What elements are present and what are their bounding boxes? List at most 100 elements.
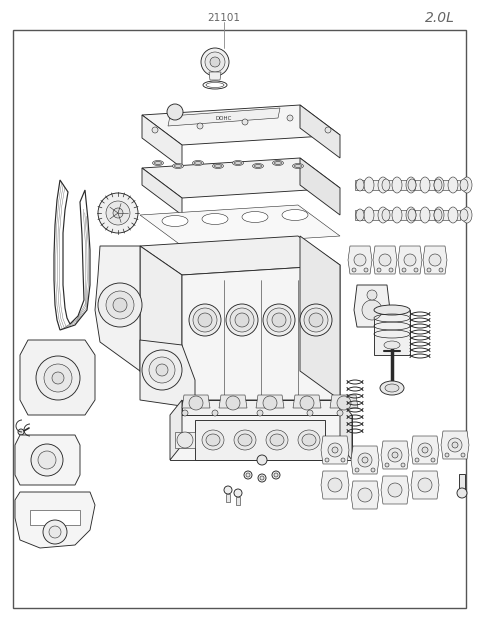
Ellipse shape — [462, 207, 472, 223]
Circle shape — [341, 458, 345, 462]
Ellipse shape — [448, 207, 458, 223]
Ellipse shape — [263, 304, 295, 336]
Circle shape — [244, 471, 252, 479]
Polygon shape — [140, 246, 182, 400]
Polygon shape — [441, 431, 469, 459]
Polygon shape — [354, 285, 390, 327]
Ellipse shape — [374, 305, 410, 315]
Ellipse shape — [202, 430, 224, 450]
Polygon shape — [355, 210, 460, 220]
Circle shape — [242, 119, 248, 125]
Circle shape — [257, 455, 267, 465]
Ellipse shape — [155, 162, 161, 164]
Polygon shape — [411, 471, 439, 499]
Polygon shape — [170, 400, 182, 460]
Ellipse shape — [378, 177, 388, 193]
Circle shape — [439, 268, 443, 272]
Circle shape — [307, 410, 313, 416]
Ellipse shape — [232, 160, 243, 165]
Polygon shape — [175, 432, 195, 448]
Ellipse shape — [406, 207, 416, 223]
Ellipse shape — [309, 313, 323, 327]
Polygon shape — [300, 236, 340, 400]
Circle shape — [371, 468, 375, 472]
Ellipse shape — [364, 207, 374, 223]
Circle shape — [167, 104, 183, 120]
Polygon shape — [168, 108, 280, 126]
Circle shape — [113, 298, 127, 312]
Polygon shape — [381, 441, 409, 469]
Polygon shape — [321, 436, 349, 464]
Circle shape — [352, 268, 356, 272]
Polygon shape — [236, 497, 240, 505]
Ellipse shape — [242, 211, 268, 223]
Circle shape — [457, 488, 467, 498]
Circle shape — [44, 364, 72, 392]
Circle shape — [332, 447, 338, 453]
Circle shape — [362, 457, 368, 463]
Circle shape — [377, 268, 381, 272]
Polygon shape — [170, 415, 352, 460]
Circle shape — [401, 463, 405, 467]
Polygon shape — [195, 420, 325, 460]
Text: 21101: 21101 — [207, 13, 240, 23]
Circle shape — [36, 356, 80, 400]
Text: 2.0L: 2.0L — [425, 11, 455, 25]
Circle shape — [257, 410, 263, 416]
Ellipse shape — [234, 430, 256, 450]
Ellipse shape — [189, 304, 221, 336]
Ellipse shape — [420, 177, 430, 193]
Circle shape — [445, 453, 449, 457]
Ellipse shape — [194, 162, 202, 164]
Polygon shape — [140, 236, 340, 275]
Circle shape — [367, 290, 377, 300]
Circle shape — [354, 254, 366, 266]
Ellipse shape — [172, 164, 183, 169]
Polygon shape — [30, 510, 80, 525]
Ellipse shape — [434, 177, 444, 193]
Ellipse shape — [162, 215, 188, 226]
Circle shape — [337, 396, 351, 410]
Circle shape — [224, 486, 232, 494]
Polygon shape — [182, 400, 340, 415]
Ellipse shape — [460, 179, 468, 191]
Polygon shape — [54, 180, 90, 330]
Ellipse shape — [364, 177, 374, 193]
Circle shape — [358, 488, 372, 502]
Circle shape — [429, 254, 441, 266]
Ellipse shape — [384, 341, 400, 349]
Ellipse shape — [252, 164, 264, 169]
Polygon shape — [374, 310, 410, 355]
Polygon shape — [182, 395, 210, 408]
Polygon shape — [182, 265, 340, 400]
Ellipse shape — [382, 179, 390, 191]
Circle shape — [418, 443, 432, 457]
Circle shape — [205, 52, 225, 72]
Circle shape — [364, 268, 368, 272]
Polygon shape — [20, 340, 95, 415]
Ellipse shape — [392, 177, 402, 193]
Ellipse shape — [378, 207, 388, 223]
Circle shape — [197, 123, 203, 129]
Ellipse shape — [434, 207, 444, 223]
Polygon shape — [340, 400, 352, 460]
Circle shape — [388, 448, 402, 462]
Circle shape — [358, 453, 372, 467]
Ellipse shape — [292, 164, 303, 169]
Ellipse shape — [295, 164, 301, 167]
Circle shape — [325, 458, 329, 462]
Ellipse shape — [304, 308, 328, 332]
Circle shape — [98, 283, 142, 327]
Circle shape — [152, 127, 158, 133]
Circle shape — [142, 350, 182, 390]
Polygon shape — [219, 395, 247, 408]
Circle shape — [212, 410, 218, 416]
Ellipse shape — [266, 430, 288, 450]
Ellipse shape — [206, 83, 224, 88]
Polygon shape — [142, 168, 182, 215]
Circle shape — [385, 463, 389, 467]
Polygon shape — [423, 246, 447, 274]
Circle shape — [404, 254, 416, 266]
Circle shape — [362, 300, 382, 320]
Ellipse shape — [153, 160, 164, 165]
